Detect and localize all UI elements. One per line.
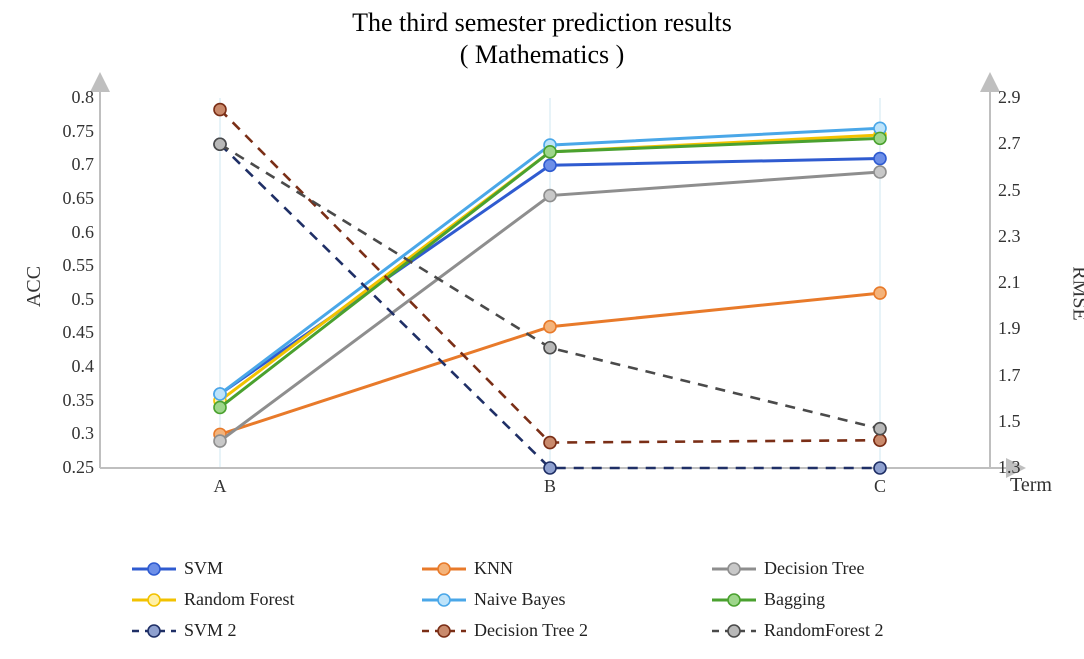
legend-label: RandomForest 2 (764, 620, 884, 641)
legend-label: SVM 2 (184, 620, 237, 641)
x-tick: B (544, 476, 556, 497)
series-marker (874, 462, 886, 474)
legend-item: KNN (420, 558, 710, 579)
x-label: Term (1010, 474, 1052, 497)
series-marker (544, 321, 556, 333)
x-tick: A (214, 476, 227, 497)
chart-container: The third semester prediction results ( … (0, 0, 1084, 659)
series-marker (214, 401, 226, 413)
series-marker (874, 153, 886, 165)
x-tick: C (874, 476, 886, 497)
y-left-tick: 0.65 (63, 188, 95, 209)
legend-label: Decision Tree (764, 558, 865, 579)
y-left-tick: 0.8 (72, 87, 95, 108)
legend-item: Random Forest (130, 589, 420, 610)
series-marker (544, 159, 556, 171)
series-marker (544, 342, 556, 354)
legend: SVM KNN Decision Tree Random Forest Naiv… (130, 558, 1000, 641)
y-left-tick: 0.45 (63, 322, 95, 343)
y-left-tick: 0.4 (72, 356, 95, 377)
y-right-tick: 1.9 (998, 318, 1021, 339)
y-right-tick: 2.7 (998, 133, 1021, 154)
legend-swatch (130, 621, 178, 641)
legend-swatch (710, 621, 758, 641)
legend-label: Decision Tree 2 (474, 620, 588, 641)
y-left-tick: 0.35 (63, 390, 95, 411)
y-left-tick: 0.3 (72, 423, 95, 444)
y-right-label: RMSE (1068, 266, 1084, 320)
legend-label: SVM (184, 558, 223, 579)
legend-swatch (710, 559, 758, 579)
legend-swatch (420, 621, 468, 641)
series-marker (214, 435, 226, 447)
series-marker (214, 104, 226, 116)
legend-swatch (130, 590, 178, 610)
legend-item: Naive Bayes (420, 589, 710, 610)
legend-item: SVM 2 (130, 620, 420, 641)
legend-swatch (420, 559, 468, 579)
series-marker (874, 287, 886, 299)
series-marker (874, 132, 886, 144)
series-marker (214, 388, 226, 400)
y-left-tick: 0.55 (63, 255, 95, 276)
series-marker (544, 462, 556, 474)
series-marker (874, 423, 886, 435)
legend-item: SVM (130, 558, 420, 579)
y-left-tick: 0.7 (72, 154, 95, 175)
legend-label: KNN (474, 558, 513, 579)
y-left-tick: 0.6 (72, 222, 95, 243)
legend-label: Bagging (764, 589, 825, 610)
legend-swatch (420, 590, 468, 610)
legend-label: Random Forest (184, 589, 295, 610)
y-left-tick: 0.75 (63, 121, 95, 142)
y-right-tick: 2.3 (998, 226, 1021, 247)
legend-item: Decision Tree 2 (420, 620, 710, 641)
legend-item: RandomForest 2 (710, 620, 1000, 641)
y-right-tick: 1.7 (998, 365, 1021, 386)
legend-label: Naive Bayes (474, 589, 565, 610)
legend-swatch (130, 559, 178, 579)
series-marker (544, 146, 556, 158)
y-left-tick: 0.5 (72, 289, 95, 310)
series-marker (874, 434, 886, 446)
series-marker (544, 190, 556, 202)
legend-swatch (710, 590, 758, 610)
series-marker (214, 138, 226, 150)
y-right-tick: 2.9 (998, 87, 1021, 108)
legend-item: Bagging (710, 589, 1000, 610)
y-right-tick: 1.5 (998, 411, 1021, 432)
y-right-tick: 2.5 (998, 180, 1021, 201)
series-marker (544, 437, 556, 449)
legend-item: Decision Tree (710, 558, 1000, 579)
y-left-tick: 0.25 (63, 457, 95, 478)
series-marker (874, 166, 886, 178)
y-left-label: ACC (23, 266, 46, 307)
y-right-tick: 2.1 (998, 272, 1021, 293)
